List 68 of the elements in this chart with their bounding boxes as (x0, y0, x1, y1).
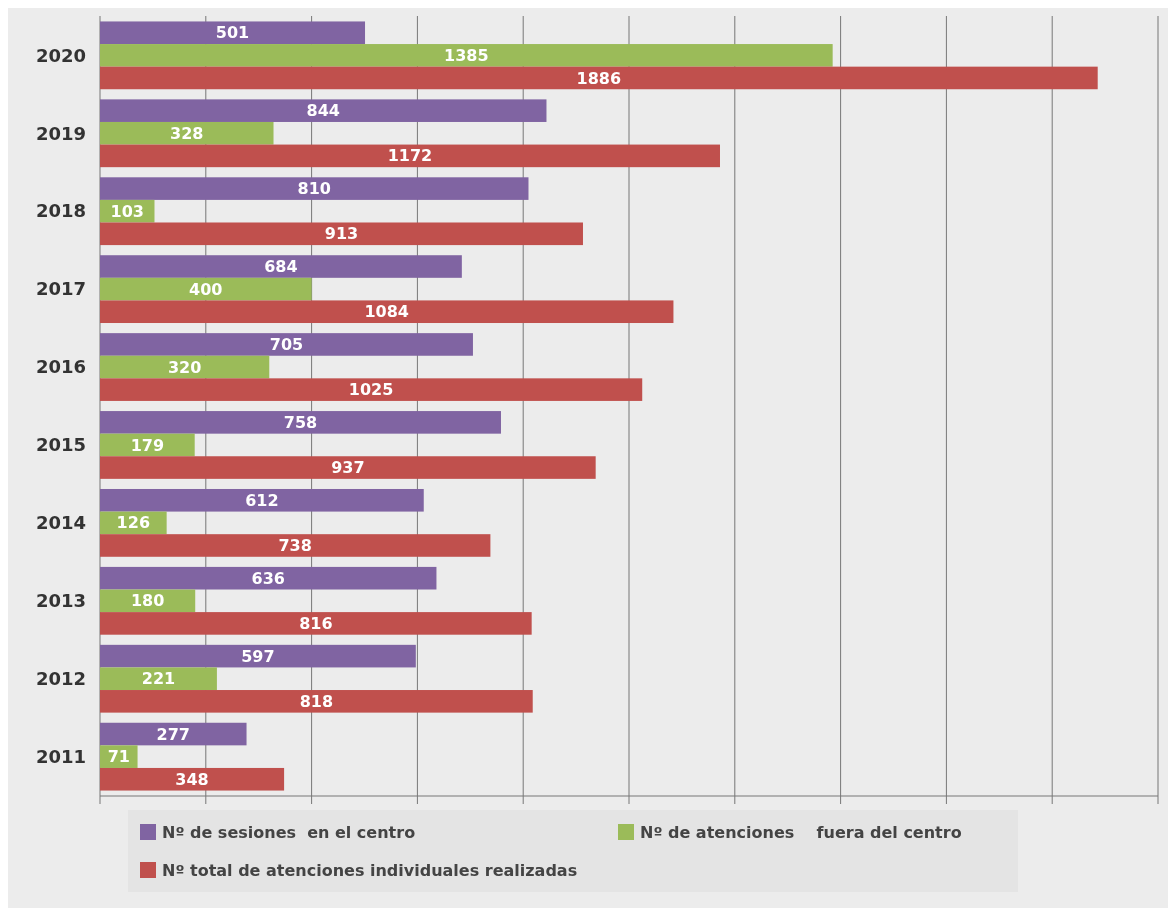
bar (100, 255, 462, 278)
bar (100, 355, 270, 379)
bar (100, 333, 473, 356)
bar (100, 277, 312, 301)
y-tick-label: 2020 (35, 44, 86, 66)
data-label: 612 (245, 490, 279, 510)
data-label: 179 (130, 435, 165, 455)
data-label: 501 (215, 23, 250, 43)
bar (100, 21, 366, 45)
bar (100, 99, 547, 122)
data-label: 71 (107, 747, 130, 767)
y-tick-label: 2012 (35, 668, 86, 690)
bar (100, 456, 596, 479)
bar (100, 66, 1098, 90)
data-label: 913 (324, 224, 359, 244)
data-label: 1172 (387, 146, 433, 166)
data-label: 1084 (364, 302, 409, 322)
legend-label: Nº de sesiones en el centro (162, 822, 416, 842)
bar (100, 566, 437, 590)
bar (100, 690, 533, 713)
data-label: 758 (283, 412, 318, 432)
y-tick-label: 2011 (35, 745, 86, 767)
y-tick-label: 2017 (35, 278, 86, 300)
data-label: 221 (141, 669, 176, 689)
y-tick-label: 2019 (35, 122, 86, 144)
bar (100, 144, 720, 168)
data-label: 684 (264, 257, 298, 277)
bar (100, 644, 416, 668)
data-label: 818 (299, 691, 334, 711)
y-tick-label: 2016 (35, 356, 86, 378)
bar (100, 612, 532, 635)
bar (100, 667, 217, 691)
data-label: 320 (167, 357, 202, 377)
data-label: 1025 (348, 380, 394, 400)
data-label: 1886 (576, 68, 622, 88)
data-label: 597 (241, 646, 275, 666)
bar (100, 488, 424, 512)
bar (100, 767, 285, 791)
bar (100, 378, 643, 401)
bar (100, 177, 529, 200)
legend-label: Nº de atenciones fuera del centro (640, 822, 962, 842)
data-label: 328 (170, 123, 204, 143)
data-label: 810 (297, 179, 331, 199)
bar (100, 411, 501, 434)
data-label: 738 (278, 536, 312, 556)
data-label: 103 (110, 201, 144, 221)
data-label: 277 (156, 724, 190, 744)
data-label: 937 (331, 458, 365, 478)
bar (100, 121, 274, 145)
data-label: 400 (189, 279, 223, 299)
data-label: 348 (175, 769, 209, 789)
data-label: 816 (299, 614, 333, 633)
y-tick-label: 2015 (35, 434, 86, 456)
bar (100, 534, 491, 557)
data-label: 126 (116, 513, 151, 533)
y-tick-label: 2018 (35, 200, 86, 222)
data-label: 636 (251, 568, 285, 588)
data-label: 844 (306, 101, 340, 121)
data-label: 1385 (444, 45, 489, 65)
legend-label: Nº total de atenciones individuales realizadas (162, 860, 578, 880)
data-label: 705 (269, 335, 304, 355)
bar (100, 300, 674, 324)
bar (100, 222, 583, 246)
data-label: 180 (130, 591, 165, 611)
y-tick-label: 2014 (35, 512, 86, 534)
bar (100, 44, 833, 67)
y-tick-label: 2013 (35, 590, 86, 612)
bar (100, 722, 247, 746)
